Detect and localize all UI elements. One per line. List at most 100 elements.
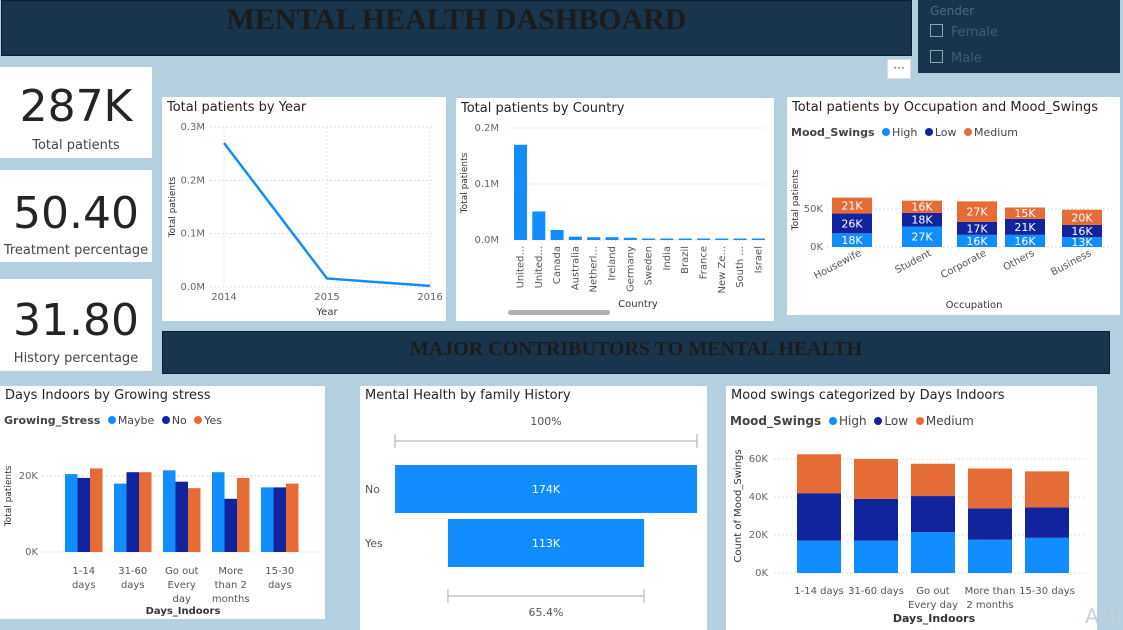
stack-segment <box>854 459 898 499</box>
x-tick-label: Every <box>168 580 197 591</box>
legend-title: Mood_Swings <box>730 414 822 428</box>
data-label: 27K <box>966 206 988 219</box>
data-label: 18K <box>911 214 933 227</box>
bar <box>65 474 78 552</box>
x-tick-label: Ireland <box>607 246 618 281</box>
y-tick-label: 0.0M <box>180 282 205 293</box>
series-line <box>223 142 431 288</box>
indoors-stress-chart-card[interactable]: Days Indoors by Growing stress Growing_S… <box>0 386 325 619</box>
family-history-chart-card[interactable]: Mental Health by family History 100% 174K… <box>360 386 707 630</box>
dashboard-title: MENTAL HEALTH DASHBOARD <box>226 3 687 36</box>
horizontal-scrollbar[interactable] <box>508 310 610 315</box>
stack-segment <box>957 201 997 222</box>
stack-segment <box>902 200 942 213</box>
occupation-chart-card[interactable]: Total patients by Occupation and Mood_Sw… <box>787 97 1120 315</box>
male-checkbox[interactable] <box>930 50 943 63</box>
stack-segment <box>911 532 955 573</box>
male-option-label[interactable]: Male <box>951 51 982 66</box>
stack-segment <box>832 233 872 247</box>
stack-segment <box>1025 471 1069 508</box>
more-options-icon[interactable]: ··· <box>887 59 911 79</box>
section-banner: MAJOR CONTRIBUTORS TO MENTAL HEALTH <box>162 331 1110 374</box>
bar <box>642 238 656 240</box>
y-tick-label: 50K <box>804 204 824 215</box>
year-line-chart: 0.0M 0.1M 0.2M 0.3M 2014 2015 2016 Year Total pa… <box>168 122 443 318</box>
x-tick-label: Student <box>893 248 933 276</box>
female-option-label[interactable]: Female <box>951 25 999 40</box>
stack-segment <box>797 493 841 541</box>
x-tick-label: Business <box>1049 248 1093 278</box>
legend-dot-low <box>924 128 933 136</box>
chart-legend: Growing_Stress Maybe No Yes <box>4 414 222 427</box>
year-chart-card[interactable]: Total patients by Year 0.0M 0.1M 0.2M 0.3M 2… <box>162 97 446 321</box>
stack-segment <box>1005 234 1045 247</box>
stack-segment <box>1025 537 1069 573</box>
x-tick-label: days <box>121 580 145 591</box>
data-label: 16K <box>966 235 988 248</box>
funnel-bar <box>447 519 645 567</box>
stack-segment <box>854 498 898 541</box>
bar <box>605 237 619 240</box>
country-chart-card[interactable]: Total patients by Country 0.0M 0.1M 0.2M Un… <box>456 98 774 321</box>
stack-segment <box>902 226 942 247</box>
legend-dot-high <box>828 417 837 425</box>
bar <box>261 487 274 552</box>
legend-label: Medium <box>974 126 1018 139</box>
bar <box>212 472 225 552</box>
x-tick-label: United... <box>534 246 545 288</box>
y-tick-label: 0.3M <box>180 122 205 133</box>
bar <box>163 470 176 552</box>
family-history-funnel: 100% 174K No 113K Yes 65.4% <box>364 415 698 619</box>
kpi-label: History percentage <box>13 351 139 366</box>
y-axis-label: Total patients <box>460 152 470 214</box>
x-tick-label: Go out <box>916 586 950 597</box>
y-axis-label: Total patients <box>168 176 178 238</box>
x-tick-label: 2015 <box>314 292 339 303</box>
kpi-value: 50.40 <box>13 188 139 239</box>
x-tick-label: Sweden <box>644 246 655 286</box>
legend-dot-low <box>874 417 883 425</box>
bar <box>568 236 582 240</box>
chart-title: Mental Health by family History <box>365 388 571 403</box>
occupation-stacked-chart: 0K50K18K26K21KHousewife27K18K16KStudent1… <box>791 169 1112 311</box>
x-tick-label: United... <box>516 246 527 288</box>
funnel-top-pct: 100% <box>530 415 561 428</box>
indoors-stress-bar-chart: 0K 20K 1-14 days 31-60 days Go out Every day More… <box>4 465 320 617</box>
y-tick-label: 0K <box>810 242 823 253</box>
x-tick-label: South ... <box>735 246 746 288</box>
legend-title: Mood_Swings <box>791 126 875 139</box>
x-axis-label: Country <box>618 299 658 310</box>
y-tick-label: 0.2M <box>474 123 499 134</box>
legend-label: Maybe <box>117 414 155 427</box>
mood-indoors-chart-card[interactable]: Mood swings categorized by Days Indoors … <box>726 386 1097 630</box>
gender-slicer: Gender Female Male <box>918 0 1120 73</box>
stack-segment <box>957 234 997 247</box>
chart-title: Total patients by Year <box>167 100 307 115</box>
data-label: 21K <box>841 200 863 213</box>
kpi-history-percentage: 31.80 History percentage <box>0 279 152 371</box>
x-tick-label: Go out <box>165 566 199 577</box>
stack-segment <box>832 197 872 214</box>
x-tick-label: France <box>699 246 710 279</box>
stack-segment <box>1005 207 1045 219</box>
y-tick-label: 40K <box>749 492 769 503</box>
stack-segment <box>968 508 1012 540</box>
category-label: Yes <box>364 537 383 550</box>
data-label: 16K <box>1014 235 1036 248</box>
stack-segment <box>911 496 955 533</box>
legend-title: Growing_Stress <box>4 414 101 427</box>
y-tick-label: 60K <box>749 454 769 465</box>
bar <box>733 238 747 240</box>
y-tick-label: 0.2M <box>180 175 205 186</box>
chart-title: Total patients by Occupation and Mood_Sw… <box>792 100 1098 115</box>
bar <box>90 468 103 552</box>
bar <box>623 237 637 240</box>
female-checkbox[interactable] <box>930 24 943 37</box>
bar <box>273 487 286 552</box>
data-label: 16K <box>1071 225 1093 238</box>
chart-title: Days Indoors by Growing stress <box>5 388 211 403</box>
x-tick-label: Israel <box>753 246 764 273</box>
x-tick-label: Netherl... <box>589 246 600 292</box>
bar <box>697 238 710 240</box>
legend-dot-high <box>882 128 891 136</box>
